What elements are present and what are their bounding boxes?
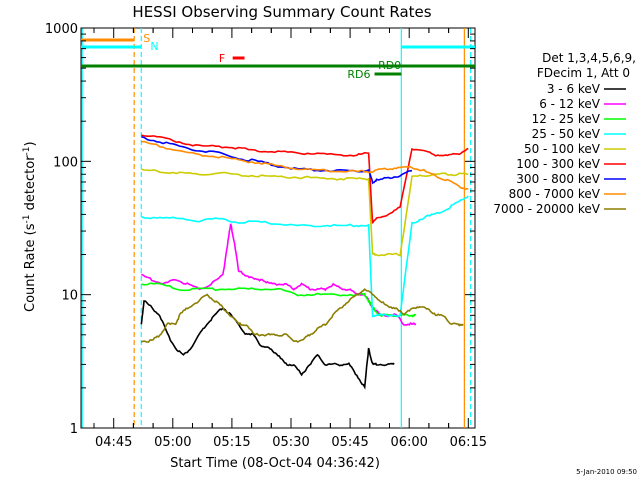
y-tick-label: 10	[61, 289, 78, 304]
legend-label: 25 - 50 keV	[532, 127, 601, 141]
x-tick-label: 05:45	[331, 435, 368, 450]
x-tick-label: 04:45	[95, 435, 132, 450]
legend-label: 50 - 100 keV	[524, 142, 601, 156]
y-label-sup2: -1	[22, 146, 32, 155]
y-tick-label: 100	[53, 155, 78, 170]
legend-label: 6 - 12 keV	[539, 97, 601, 111]
y-tick-label: 1000	[45, 22, 78, 37]
legend-label: 12 - 25 keV	[532, 112, 601, 126]
legend-label: 800 - 7000 keV	[509, 187, 601, 201]
legend-header-2: FDecim 1, Att 0	[537, 66, 630, 80]
y-label-main: Count Rate (s	[23, 223, 38, 312]
y-label-sup1: -1	[22, 214, 32, 223]
series-800-7000keV	[141, 140, 469, 191]
series-12-25keV	[141, 282, 417, 318]
legend-label: 100 - 300 keV	[516, 157, 600, 171]
timestamp: 5-Jan-2010 09:50	[576, 468, 637, 476]
series-50-100keV	[141, 168, 469, 257]
series-25-50keV	[140, 195, 469, 318]
x-tick-label: 05:30	[272, 435, 309, 450]
x-tick-label: 05:00	[154, 435, 191, 450]
x-axis-label: Start Time (08-Oct-04 04:36:42)	[170, 456, 380, 471]
axes-layer: 1 10 100 1000 04:45 05:00 05:15 05:30 05:45 06:00…	[45, 22, 487, 450]
x-tick-label: 06:15	[450, 435, 487, 450]
series-layer	[140, 134, 469, 390]
annotation-rd0: RD0	[378, 59, 401, 72]
legend: Det 1,3,4,5,6,9, FDecim 1, Att 0 3 - 6 k…	[493, 51, 636, 216]
legend-label: 300 - 800 keV	[516, 172, 600, 186]
plot-area-border	[80, 27, 476, 429]
x-tick-label: 05:15	[213, 435, 250, 450]
series-7000-20000keV	[141, 288, 464, 343]
plot-frame	[80, 27, 476, 429]
annotation-s: S	[143, 32, 150, 45]
y-tick-label: 1	[70, 422, 78, 437]
annotation-f: F	[219, 52, 225, 65]
y-axis-label: Count Rate (s-1 detector-1)	[22, 141, 38, 312]
x-tick-label: 06:00	[390, 435, 427, 450]
legend-header-1: Det 1,3,4,5,6,9,	[542, 51, 636, 65]
y-label-mid: detector	[23, 155, 38, 215]
annotation-layer: SN F RD0 RD6	[81, 32, 475, 81]
legend-label: 7000 - 20000 keV	[493, 202, 600, 216]
series-100-300keV	[141, 134, 469, 225]
y-label-end: )	[23, 141, 38, 146]
series-3-6keV	[140, 300, 395, 390]
saa-bands	[81, 28, 472, 428]
annotation-n: N	[150, 40, 158, 53]
chart-title: HESSI Observing Summary Count Rates	[132, 3, 431, 21]
legend-label: 3 - 6 keV	[547, 82, 601, 96]
annotation-rd6: RD6	[347, 68, 370, 81]
